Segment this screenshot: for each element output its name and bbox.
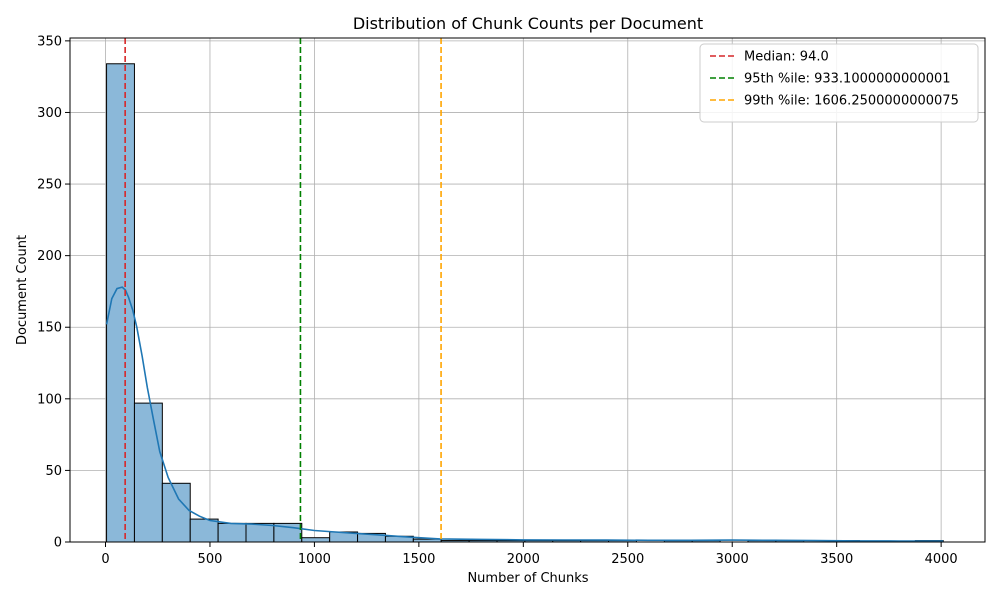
- kde-curve: [105, 286, 944, 542]
- plot-frame: [69, 37, 986, 543]
- x-tick-label: 1000: [298, 552, 331, 567]
- histogram-bar: [189, 518, 219, 543]
- y-tick-label: 100: [37, 392, 62, 407]
- x-tick-label: 1500: [402, 552, 435, 567]
- x-tick-label: 3500: [820, 552, 853, 567]
- kde-line: [105, 286, 944, 542]
- legend-label: 99th %ile: 1606.2500000000075: [744, 94, 959, 109]
- reference-lines: [124, 38, 442, 542]
- histogram-bar: [161, 482, 191, 543]
- legend-label: 95th %ile: 933.1000000000001: [744, 72, 951, 87]
- y-axis-label: Document Count: [15, 235, 30, 345]
- x-tick-label: 500: [198, 552, 223, 567]
- y-axis-ticks: 0 50 100 150 200 250 300 350: [37, 34, 70, 551]
- x-tick-label: 0: [101, 552, 109, 567]
- y-tick-label: 200: [37, 249, 62, 264]
- histogram-bar: [133, 402, 163, 543]
- x-tick-label: 2000: [507, 552, 540, 567]
- x-tick-label: 3000: [716, 552, 749, 567]
- x-axis-ticks: 0 500 1000 1500 2000 2500 3000 3500 4000: [101, 542, 958, 567]
- grid: [70, 38, 985, 543]
- y-tick-label: 350: [37, 34, 62, 49]
- legend-box: [699, 43, 979, 123]
- legend: Median: 94.0 95th %ile: 933.1000000000001…: [699, 43, 979, 123]
- x-axis-label: Number of Chunks: [467, 571, 588, 586]
- x-tick-label: 2500: [611, 552, 644, 567]
- y-tick-label: 50: [45, 464, 62, 479]
- y-tick-label: 300: [37, 106, 62, 121]
- y-tick-label: 0: [54, 536, 62, 551]
- y-tick-label: 150: [37, 321, 62, 336]
- histogram-bar: [301, 537, 331, 543]
- y-tick-label: 250: [37, 178, 62, 193]
- x-tick-label: 4000: [925, 552, 958, 567]
- histogram-bar: [245, 522, 275, 543]
- chart-title: Distribution of Chunk Counts per Documen…: [353, 14, 703, 33]
- legend-label: Median: 94.0: [744, 50, 829, 65]
- histogram-bar: [217, 522, 247, 543]
